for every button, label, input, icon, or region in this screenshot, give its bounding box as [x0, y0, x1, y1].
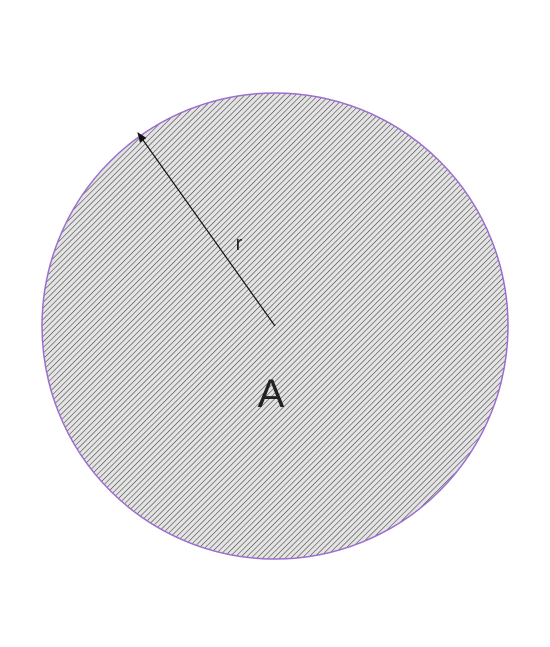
area-label: A — [258, 372, 285, 416]
radius-label: r — [236, 233, 243, 255]
radius-arrow — [137, 132, 276, 327]
